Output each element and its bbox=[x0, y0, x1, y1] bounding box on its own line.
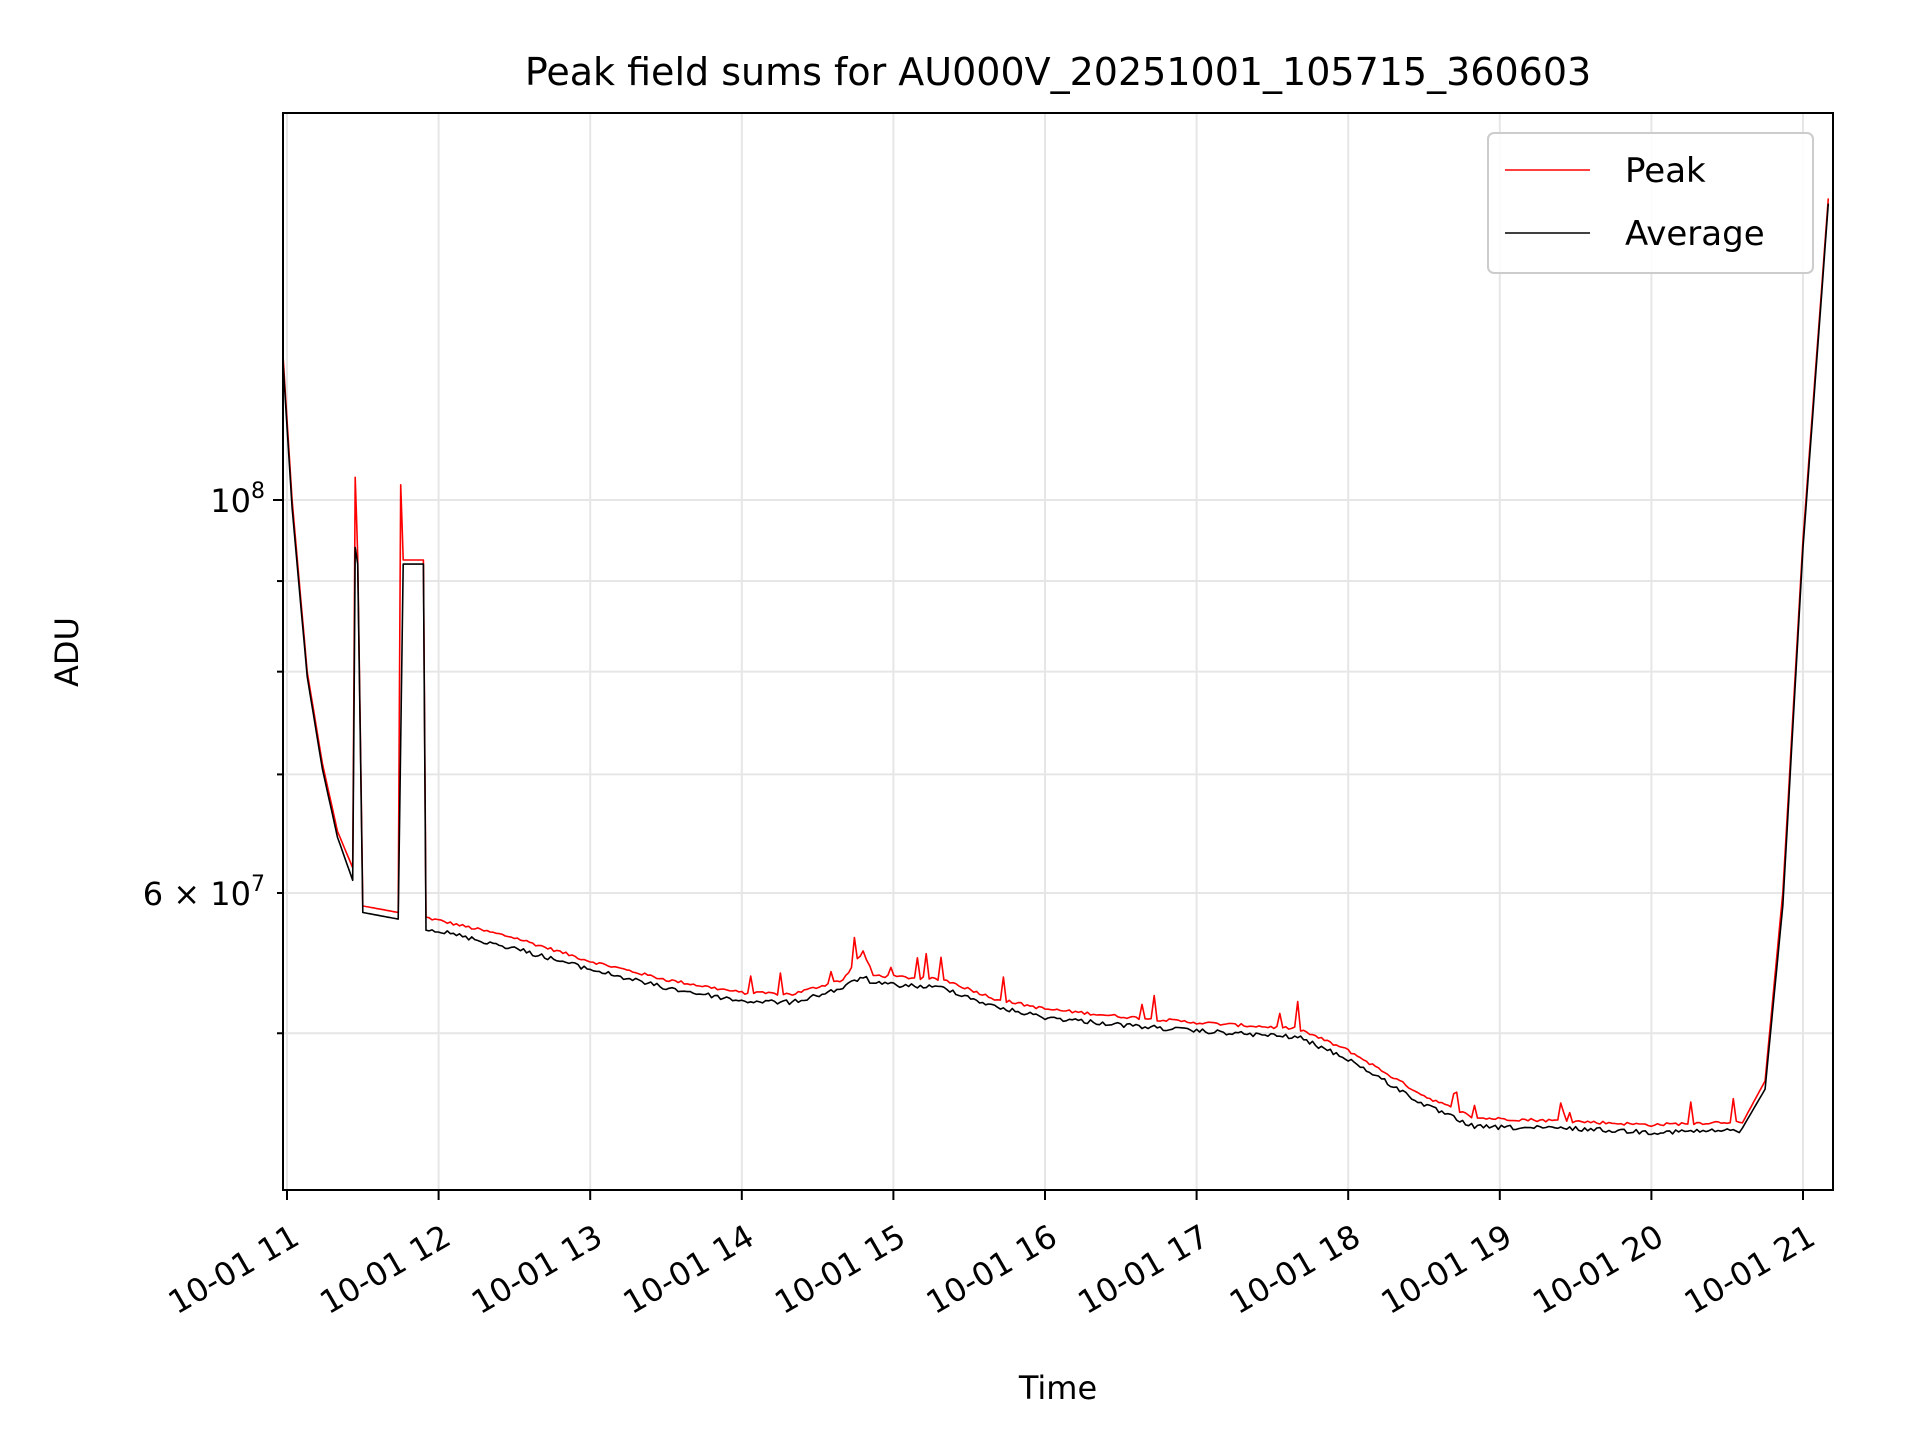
y-axis-label: ADU bbox=[48, 617, 86, 687]
plot-frame bbox=[282, 112, 1834, 1191]
legend-label-peak: Peak bbox=[1625, 151, 1706, 191]
series-group bbox=[283, 198, 1830, 1136]
legend-label-average: Average bbox=[1625, 214, 1765, 254]
grid bbox=[283, 113, 1833, 1190]
series-line-peak bbox=[283, 198, 1830, 1128]
legend: Peak Average bbox=[1487, 132, 1814, 274]
series-line-average bbox=[283, 203, 1830, 1136]
chart-title: Peak field sums for AU000V_20251001_1057… bbox=[525, 50, 1591, 94]
x-axis-label: Time bbox=[1018, 1369, 1097, 1407]
y-tick-label: 6 × 107 bbox=[143, 872, 265, 913]
legend-box bbox=[1487, 132, 1814, 274]
